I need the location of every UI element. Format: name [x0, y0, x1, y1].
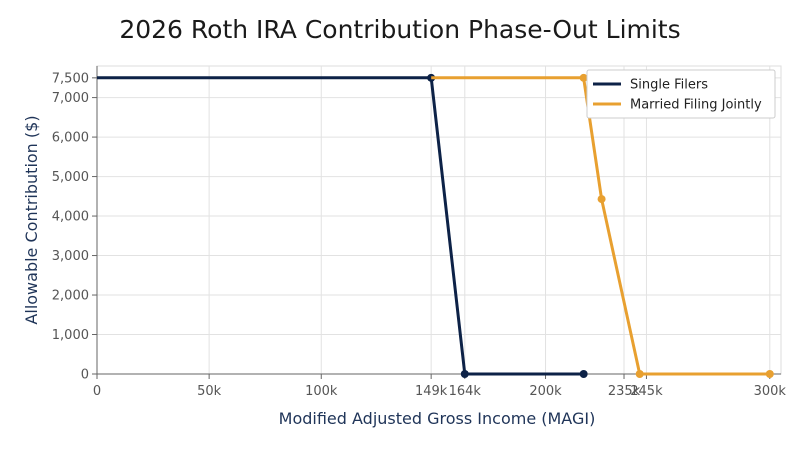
data-point	[579, 370, 588, 378]
series	[97, 73, 774, 378]
y-tick-label: 0	[81, 368, 89, 383]
legend-box	[586, 69, 776, 119]
series-line-0	[97, 76, 584, 376]
x-tick-label: 100k	[305, 384, 338, 399]
y-tick-label: 5,000	[52, 170, 89, 185]
x-tick-label: 245k	[630, 384, 663, 399]
x-tick-label: 0	[93, 384, 101, 399]
legend: Single Filers Married Filing Jointly	[586, 69, 776, 119]
x-axis-label: Modified Adjusted Gross Income (MAGI)	[279, 409, 596, 428]
data-point	[597, 195, 606, 204]
y-tick-label: 2,000	[52, 289, 89, 304]
y-tick-label: 4,000	[52, 210, 89, 225]
x-tick-label: 50k	[197, 384, 222, 399]
x-tick-label: 300k	[754, 384, 787, 399]
data-point	[635, 370, 644, 378]
x-tick-label: 235k	[608, 384, 641, 399]
y-tick-label: 3,000	[52, 249, 89, 264]
data-point	[460, 370, 469, 378]
y-tick-label: 7,500	[52, 71, 89, 86]
y-tick-label: 7,000	[52, 91, 89, 106]
x-tick-label: 164k	[449, 384, 482, 399]
y-tick-label: 1,000	[52, 328, 89, 343]
x-tick-label: 200k	[529, 384, 562, 399]
data-point	[427, 73, 436, 82]
data-point	[765, 370, 774, 378]
legend-label: Married Filing Jointly	[630, 98, 762, 113]
y-axis-label: Allowable Contribution ($)	[22, 115, 41, 324]
data-point	[579, 73, 588, 82]
legend-label: Single Filers	[630, 78, 708, 93]
chart-title: 2026 Roth IRA Contribution Phase-Out Lim…	[119, 15, 680, 44]
y-tick-label: 6,000	[52, 131, 89, 146]
series-line-1	[431, 76, 770, 376]
x-tick-label: 149k	[415, 384, 448, 399]
